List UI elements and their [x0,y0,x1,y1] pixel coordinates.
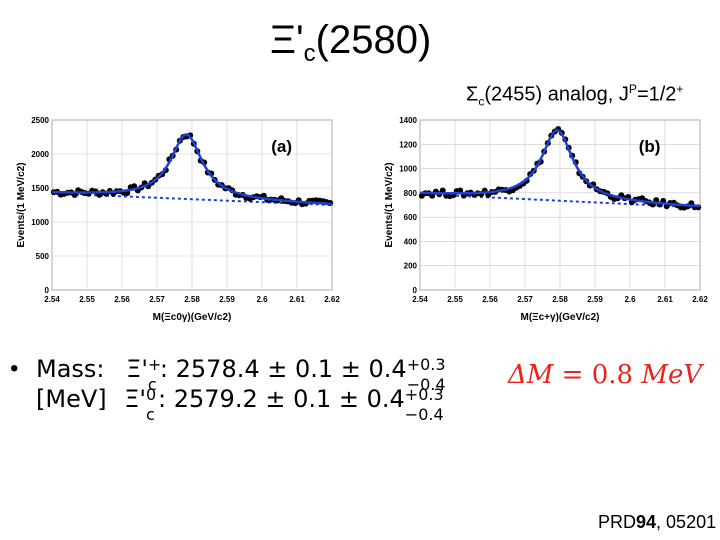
charge-plus: + [147,355,162,374]
subtitle-sup-parity: P [628,82,637,96]
y-tick-label: 1000 [399,165,417,174]
y-tick-label: 1500 [31,184,49,193]
sys-down-1: −0.4 [406,375,446,394]
bullet-icon: • [10,355,19,382]
y-axis-label: Events/(1 MeV/c2) [16,162,27,247]
charge-zero: 0 [146,385,157,404]
y-tick-label: 500 [36,252,50,261]
x-tick-label: 2.61 [289,295,305,304]
unit-label: [MeV] [36,385,107,413]
x-tick-label: 2.57 [517,295,533,304]
x-tick-label: 2.54 [412,295,428,304]
slide-title: Ξ'c(2580) [270,18,431,68]
x-tick-label: 2.59 [587,295,603,304]
x-tick-label: 2.54 [44,295,60,304]
x-tick-label: 2.55 [447,295,463,304]
y-tick-label: 2000 [31,150,49,159]
subtitle-sigma: Σ [466,83,479,106]
sys-up-2: +0.3 [404,385,444,404]
mass-row-zero: [MeV] Ξ' 0 c: 2579.2 ± 0.1 ± 0.4 +0.3 −0.4 [36,384,445,424]
mass-particle-zero: Ξ' [124,385,147,413]
x-tick-label: 2.55 [79,295,95,304]
subtitle-post: =1/2 [636,83,677,106]
background-fit-curve [419,193,701,209]
mass-value-plus: : 2578.4 ± 0.1 ± 0.4 [159,355,407,383]
chart-panel-b: 2.54 2.55 2.56 2.57 2.58 2.59 2.6 2.61 2.62 0 200 4… [384,116,708,323]
panel-label: (b) [639,137,661,156]
total-fit-curve [51,133,333,206]
title-particle: Ξ' [270,18,304,62]
x-tick-label: 2.61 [657,295,673,304]
subtitle-sub: c [478,94,485,109]
x-tick-label: 2.59 [219,295,235,304]
data-point [457,187,464,194]
panel-label: (a) [271,137,292,156]
sys-down-2: −0.4 [404,405,444,424]
subtitle-sup-plus: + [676,82,684,96]
y-tick-label: 400 [404,237,418,246]
y-tick-label: 0 [45,286,50,295]
x-tick-label: 2.6 [256,295,268,304]
charm-sub-1: c [147,375,157,394]
mass-difference: ΔM = 0.8 MeV [508,360,702,390]
charm-sub-2: c [146,405,155,424]
title-tail: (2580) [315,18,432,62]
x-tick-label: 2.57 [149,295,165,304]
y-tick-label: 1400 [399,116,417,125]
delta-m-symbol: ΔM [508,360,554,390]
y-axis-label: Events/(1 MeV/c2) [384,162,395,247]
x-tick-label: 2.58 [184,295,200,304]
chart-panel-a: 2.54 2.55 2.56 2.57 2.58 2.59 2.6 2.61 2.62 0 500 1… [16,116,340,323]
subtitle: Σc(2455) analog, JP=1/2+ [466,82,683,109]
title-subscript: c [303,40,316,67]
citation-journal: PRD [598,512,637,532]
y-tick-label: 0 [413,286,418,295]
subtitle-mid: (2455) analog, J [484,83,629,106]
x-tick-label: 2.56 [482,295,498,304]
x-axis-label: M(Ξc+γ)(GeV/c2) [521,312,600,323]
y-tick-label: 1000 [31,218,49,227]
y-tick-label: 200 [404,262,418,271]
sys-up-1: +0.3 [406,355,446,374]
citation: PRD94, 05201 [598,512,716,533]
delta-m-unit: MeV [641,360,703,390]
x-tick-label: 2.56 [114,295,130,304]
y-tick-label: 2500 [31,116,49,125]
mass-label: Mass: [36,355,105,383]
mass-particle-plus: Ξ' [126,355,148,383]
y-tick-label: 600 [404,213,418,222]
x-tick-label: 2.62 [692,295,708,304]
citation-rest: , 05201 [656,512,717,532]
mass-row-plus: Mass: Ξ' + c: 2578.4 ± 0.1 ± 0.4 +0.3 −0.4 [36,354,447,394]
y-tick-label: 1200 [399,140,417,149]
x-tick-label: 2.58 [552,295,568,304]
total-fit-curve [419,128,701,208]
citation-volume: 94 [636,512,657,532]
mass-value-zero: : 2579.2 ± 0.1 ± 0.4 [158,385,405,413]
x-tick-label: 2.6 [624,295,636,304]
x-tick-label: 2.62 [324,295,340,304]
delta-m-value: = 0.8 [553,360,642,390]
x-axis-label: M(Ξc0γ)(GeV/c2) [153,312,232,323]
background-fit-curve [51,192,333,206]
y-tick-label: 800 [404,189,418,198]
